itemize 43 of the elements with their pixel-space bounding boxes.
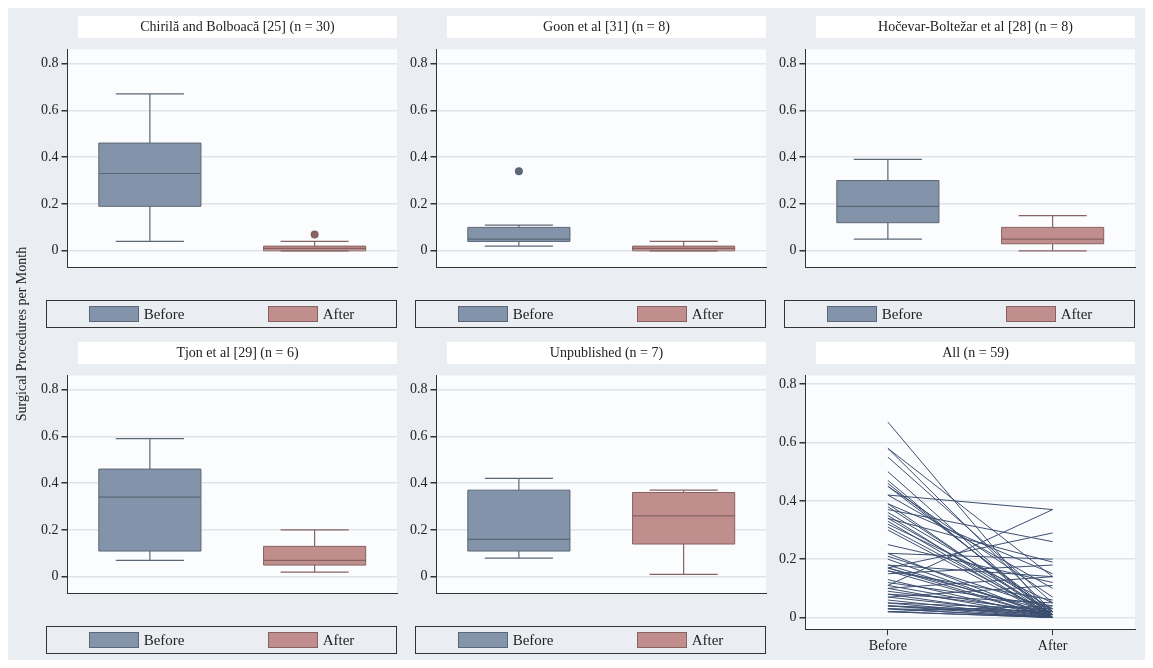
y-tick-label: 0.6	[410, 427, 428, 443]
legend-label: After	[691, 305, 724, 323]
legend-label: Before	[143, 305, 185, 323]
y-tick-label: 0	[51, 568, 59, 584]
y-tick-label: 0.6	[41, 427, 59, 443]
y-tick-label: 0.2	[41, 195, 59, 211]
y-tick-label: 0.4	[410, 474, 428, 490]
y-tick-label: 0.4	[779, 148, 797, 164]
y-tick-label: 0.2	[779, 550, 797, 566]
y-tick-label: 0	[789, 242, 797, 258]
chart-title: Tjon et al [29] (n = 6)	[176, 345, 299, 360]
y-tick-label: 0.8	[410, 381, 428, 397]
y-tick-label: 0.6	[779, 101, 797, 117]
y-tick-label: 0	[51, 242, 59, 258]
legend-label: After	[322, 305, 355, 323]
chart-title: Goon et al [31] (n = 8)	[543, 19, 670, 34]
y-tick-label: 0	[789, 609, 797, 625]
y-tick-label: 0.2	[779, 195, 797, 211]
chart-title: Unpublished (n = 7)	[549, 345, 664, 360]
y-tick-label: 0.2	[410, 195, 428, 211]
y-tick-label: 0.4	[41, 148, 59, 164]
y-tick-label: 0.2	[41, 521, 59, 537]
y-tick-label: 0	[420, 242, 428, 258]
legend-label: After	[1060, 305, 1093, 323]
y-tick-label: 0.8	[410, 55, 428, 71]
y-tick-label: 0.6	[41, 101, 59, 117]
y-tick-label: 0.8	[779, 375, 797, 391]
y-tick-label: 0.6	[410, 101, 428, 117]
legend-label: Before	[512, 305, 554, 323]
y-tick-label: 0.6	[779, 434, 797, 450]
chart-title: All (n = 59)	[942, 345, 1009, 360]
y-tick-label: 0.4	[779, 492, 797, 508]
y-tick-label: 0	[420, 568, 428, 584]
chart-title: Chirilă and Bolboacă [25] (n = 30)	[140, 19, 335, 34]
y-tick-label: 0.4	[410, 148, 428, 164]
y-tick-label: 0.8	[41, 381, 59, 397]
y-tick-label: 0.4	[41, 474, 59, 490]
y-axis-title: Surgical Procedures per Month	[14, 246, 29, 422]
y-tick-label: 0.8	[41, 55, 59, 71]
chart-title: Hočevar-Boltežar et al [28] (n = 8)	[878, 19, 1073, 34]
y-tick-label: 0.2	[410, 521, 428, 537]
legend-label: Before	[881, 305, 923, 323]
y-tick-label: 0.8	[779, 55, 797, 71]
